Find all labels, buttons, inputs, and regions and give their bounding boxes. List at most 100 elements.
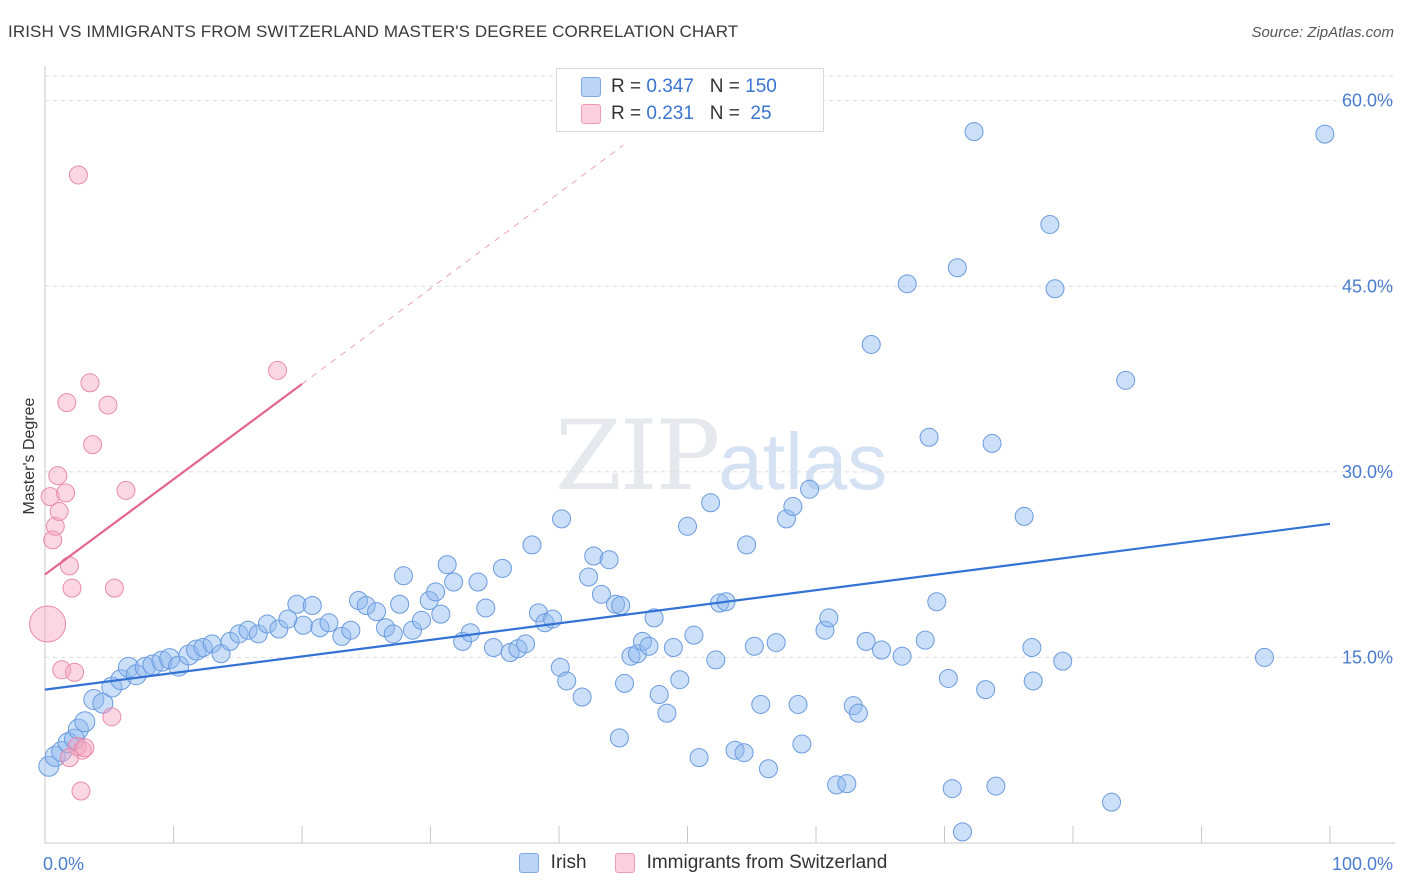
- irish-point: [293, 615, 313, 635]
- irish-point: [657, 703, 677, 723]
- x-tick-label-max: 100.0%: [1332, 854, 1393, 874]
- legend-item-swiss[interactable]: Immigrants from Switzerland: [614, 852, 888, 874]
- irish-point: [848, 703, 868, 723]
- swiss-point: [268, 360, 288, 380]
- irish-point: [492, 558, 512, 578]
- swiss-point: [65, 662, 85, 682]
- watermark-atlas: atlas: [718, 417, 888, 506]
- swiss-point: [62, 578, 82, 598]
- swiss-point: [29, 605, 67, 643]
- y-tick-label: 15.0%: [1342, 647, 1393, 667]
- irish-point: [644, 608, 664, 628]
- irish-point: [1040, 214, 1060, 234]
- irish-point: [437, 555, 457, 575]
- irish-r-value: 0.347: [646, 76, 694, 97]
- irish-legend-label: Irish: [550, 852, 587, 873]
- irish-point: [1102, 792, 1122, 812]
- irish-point: [460, 623, 480, 643]
- irish-point: [611, 595, 631, 615]
- irish-point: [412, 610, 432, 630]
- irish-point: [952, 822, 972, 842]
- irish-point: [383, 624, 403, 644]
- y-tick-label: 30.0%: [1342, 462, 1393, 482]
- watermark-zip: ZIP: [555, 400, 720, 512]
- irish-point: [701, 493, 721, 513]
- irish-point: [783, 497, 803, 517]
- irish-point: [982, 433, 1002, 453]
- swiss-point: [71, 781, 91, 801]
- swiss-point: [98, 395, 118, 415]
- irish-point: [689, 748, 709, 768]
- swiss-point: [56, 483, 76, 503]
- swiss-point: [80, 373, 100, 393]
- irish-point: [38, 755, 60, 777]
- swiss-r-label: R =: [611, 103, 647, 124]
- irish-point: [394, 566, 414, 586]
- irish-point: [609, 728, 629, 748]
- irish-point: [1116, 370, 1136, 390]
- irish-point: [74, 711, 96, 733]
- irish-point: [744, 636, 764, 656]
- swiss-n-value: 25: [745, 103, 772, 124]
- irish-point: [792, 734, 812, 754]
- irish-point: [476, 598, 496, 618]
- irish-point: [522, 535, 542, 555]
- irish-point: [552, 509, 572, 529]
- irish-point: [376, 618, 396, 638]
- irish-legend-swatch: [518, 853, 539, 873]
- irish-point: [528, 603, 548, 623]
- irish-point: [639, 636, 659, 656]
- irish-point: [1023, 671, 1043, 691]
- irish-point: [819, 608, 839, 628]
- irish-point: [872, 640, 892, 660]
- legend-item-irish[interactable]: Irish: [518, 852, 587, 874]
- irish-point: [915, 630, 935, 650]
- irish-point: [938, 668, 958, 688]
- irish-point: [633, 631, 653, 651]
- irish-point: [615, 673, 635, 693]
- swiss-legend-label: Immigrants from Switzerland: [646, 852, 888, 873]
- y-tick-label: 60.0%: [1342, 91, 1393, 111]
- irish-point: [1315, 124, 1335, 144]
- irish-point: [627, 644, 647, 664]
- source-label: Source: ZipAtlas.com: [1251, 24, 1394, 41]
- irish-point: [892, 646, 912, 666]
- swiss-point: [67, 737, 87, 757]
- swiss-point: [83, 435, 103, 455]
- swiss-point: [59, 556, 79, 576]
- legend-row-swiss: R = 0.231 N = 25: [581, 102, 772, 126]
- irish-point: [837, 774, 857, 794]
- irish-point: [572, 687, 592, 707]
- y-tick-label: 45.0%: [1342, 276, 1393, 296]
- irish-n-value: 150: [745, 76, 777, 97]
- irish-point: [356, 595, 376, 615]
- irish-point: [827, 775, 847, 795]
- irish-point: [815, 620, 835, 640]
- irish-point: [964, 122, 984, 142]
- irish-point: [238, 620, 258, 640]
- chart-title: IRISH VS IMMIGRANTS FROM SWITZERLAND MAS…: [8, 22, 739, 41]
- irish-point: [663, 638, 683, 658]
- irish-point: [516, 634, 536, 654]
- irish-point: [776, 509, 796, 529]
- bottom-legend: Irish Immigrants from Switzerland: [0, 852, 1406, 874]
- swiss-swatch: [581, 104, 601, 124]
- irish-point: [557, 671, 577, 691]
- irish-point: [1014, 506, 1034, 526]
- irish-point: [367, 602, 387, 622]
- irish-point: [1053, 651, 1073, 671]
- irish-point: [788, 694, 808, 714]
- irish-point: [390, 594, 410, 614]
- irish-point: [684, 625, 704, 645]
- irish-point: [591, 584, 611, 604]
- irish-point: [919, 427, 939, 447]
- irish-point: [856, 631, 876, 651]
- irish-point: [431, 604, 451, 624]
- irish-point: [151, 650, 173, 672]
- irish-point: [976, 680, 996, 700]
- irish-point: [734, 743, 754, 763]
- swiss-legend-swatch: [614, 853, 635, 873]
- irish-point: [706, 650, 726, 670]
- irish-point: [310, 618, 330, 638]
